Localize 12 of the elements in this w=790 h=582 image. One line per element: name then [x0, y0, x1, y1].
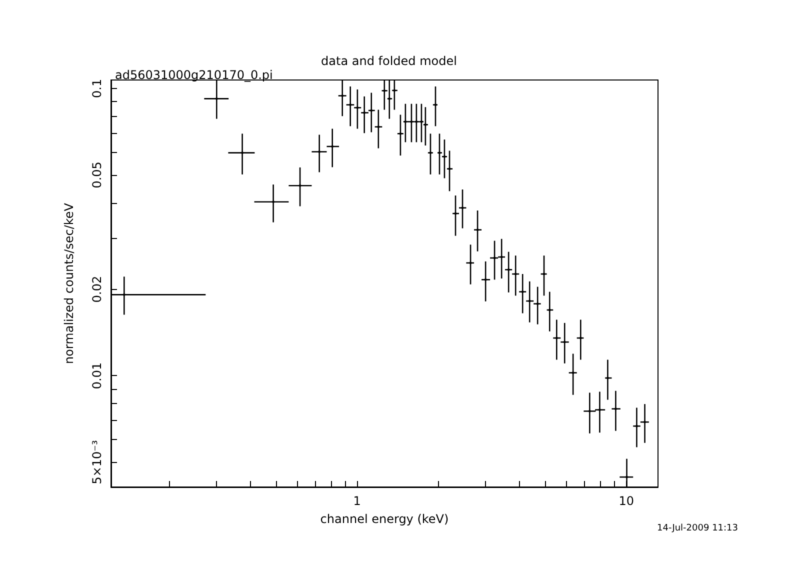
chart-subtitle: ad56031000g210170_0.pi — [115, 68, 273, 82]
y-tick-label: 0.05 — [90, 162, 104, 188]
x-axis-title: channel energy (keV) — [320, 512, 449, 526]
text: 14-Jul-2009 11:13 — [656, 524, 738, 534]
x-tick-label: 1 — [353, 494, 361, 508]
y-tick-label: 5×10⁻³ — [90, 440, 104, 484]
y-tick-label: 0.02 — [90, 276, 104, 303]
y-tick-label: 0.1 — [90, 78, 104, 98]
y-axis-title: normalized counts/sec/keV — [62, 202, 76, 364]
x-tick-label: 10 — [618, 494, 634, 508]
y-tick-label: 0.01 — [90, 362, 104, 390]
chart-title: data and folded model — [321, 54, 457, 68]
